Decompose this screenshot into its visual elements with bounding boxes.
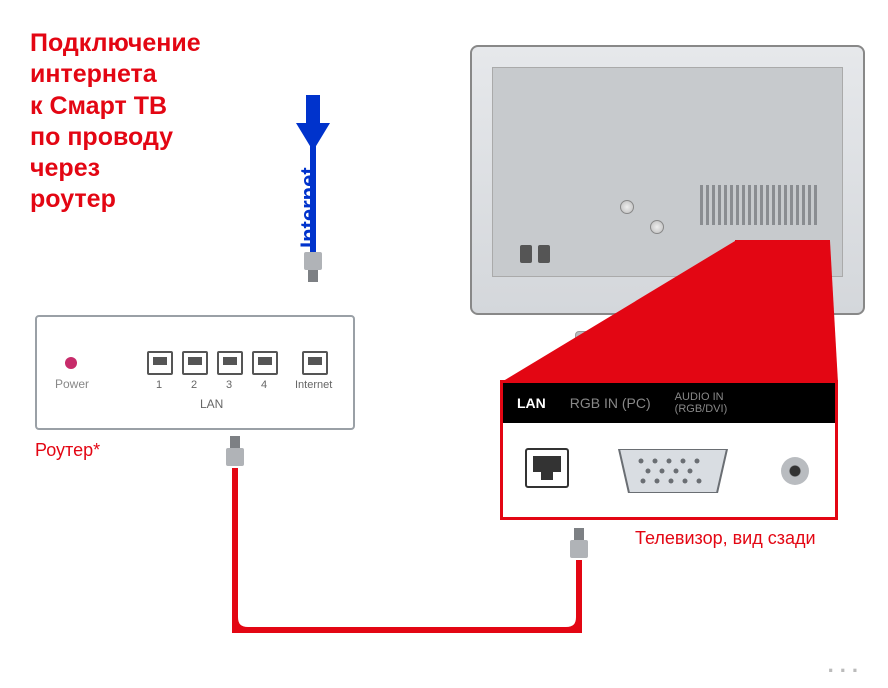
router-lan-port-3	[217, 351, 243, 375]
internet-cable	[310, 145, 316, 255]
tv-caption: Телевизор, вид сзади	[635, 528, 816, 549]
zoom-lan-port	[525, 448, 569, 488]
router-lan-label: LAN	[200, 397, 223, 411]
zoom-lan-header-label: LAN	[517, 395, 546, 411]
router-port-num-1: 1	[156, 379, 162, 391]
router-lan-port-1	[147, 351, 173, 375]
router-port-num-4: 4	[261, 379, 267, 391]
cable-corner-1	[232, 617, 252, 637]
router-internet-port	[302, 351, 328, 375]
zoom-header: LAN RGB IN (PC) AUDIO IN (RGB/DVI)	[503, 383, 835, 423]
router-port-num-3: 3	[226, 379, 232, 391]
router-lan-port-4	[252, 351, 278, 375]
router-port-num-2: 2	[191, 379, 197, 391]
tv-screw-icon	[620, 200, 634, 214]
router-internet-port-label: Internet	[295, 379, 332, 391]
tv-ports-zoom-panel: LAN RGB IN (PC) AUDIO IN (RGB/DVI)	[500, 380, 838, 520]
ethernet-cable-seg-1	[232, 468, 238, 633]
ethernet-cable-seg-2	[232, 627, 582, 633]
zoom-audio-jack-icon	[781, 457, 809, 485]
tv-screw-icon	[650, 220, 664, 234]
router-lan-port-2	[182, 351, 208, 375]
router-power-led	[65, 357, 77, 369]
router-caption: Роутер*	[35, 440, 100, 461]
router-power-label: Power	[55, 377, 89, 391]
router: Power 1 2 3 4 LAN Internet	[35, 315, 355, 430]
zoom-rgb-header-label: RGB IN (PC)	[570, 395, 651, 411]
internet-plug-icon	[301, 252, 325, 282]
tv-vent-grille	[700, 185, 820, 225]
internet-label: Internet	[296, 167, 322, 248]
footer-dots: ...	[828, 652, 864, 678]
zoom-audio-header-label: AUDIO IN (RGB/DVI)	[675, 391, 728, 415]
callout-triangle	[500, 241, 838, 383]
tv-lan-plug-icon	[567, 528, 591, 558]
diagram-title: Подключение интернета к Смарт ТВ по пров…	[30, 28, 201, 216]
internet-arrow-icon	[296, 95, 330, 151]
cable-corner-2	[566, 617, 586, 637]
zoom-vga-port-icon	[613, 449, 733, 493]
router-lan-plug-icon	[223, 436, 247, 466]
